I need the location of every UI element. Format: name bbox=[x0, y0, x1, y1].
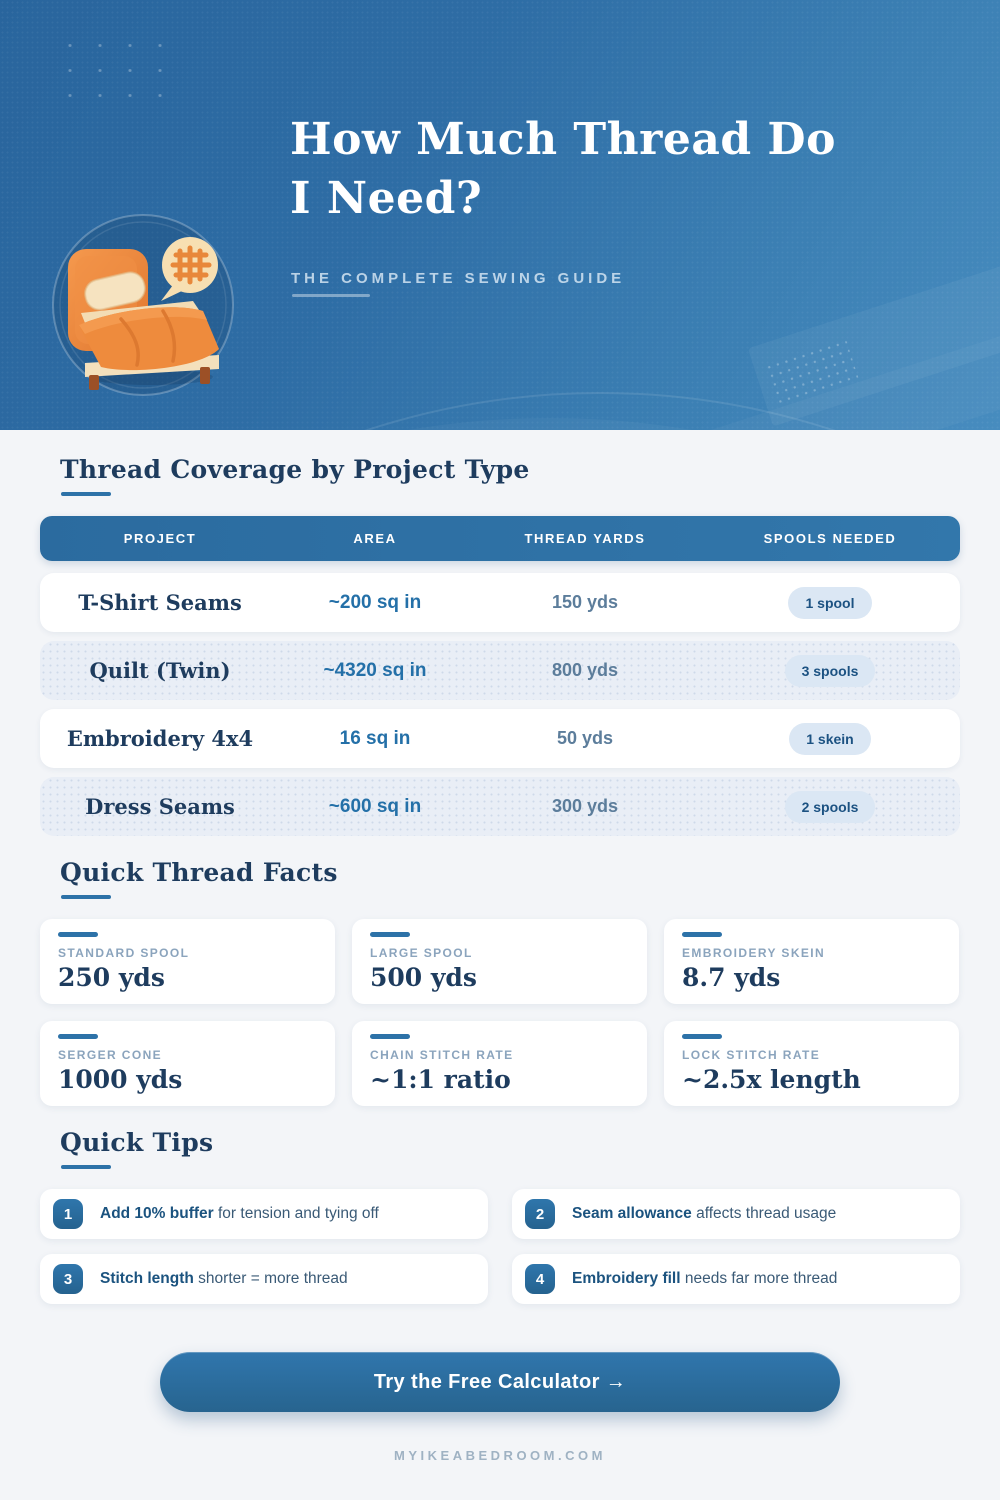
project-cell: Embroidery 4x4 bbox=[66, 726, 254, 751]
fact-accent-bar bbox=[58, 1034, 98, 1039]
fact-label: LARGE SPOOL bbox=[370, 946, 473, 960]
yards-cell: 50 yds bbox=[556, 728, 614, 748]
page-title-line2: I Need? bbox=[290, 173, 483, 224]
area-cell: 16 sq in bbox=[339, 727, 411, 749]
column-header-thread-yards: THREAD YARDS bbox=[524, 531, 646, 546]
tip-card: 3 Stitch length shorter = more thread bbox=[40, 1254, 488, 1304]
fact-card: LOCK STITCH RATE ~2.5x length bbox=[664, 1021, 959, 1106]
facts-section-head: Quick Thread Facts bbox=[60, 858, 338, 899]
fact-value: 250 yds bbox=[58, 963, 165, 992]
tip-keyword: Embroidery fill bbox=[572, 1270, 681, 1287]
fact-card: LARGE SPOOL 500 yds bbox=[352, 919, 647, 1004]
fact-label: EMBROIDERY SKEIN bbox=[682, 946, 826, 960]
fact-value: ~2.5x length bbox=[682, 1065, 861, 1094]
coverage-section-head: Thread Coverage by Project Type bbox=[60, 455, 530, 496]
tip-number-badge: 1 bbox=[53, 1199, 83, 1229]
project-cell: Quilt (Twin) bbox=[89, 658, 231, 683]
yards-cell: 300 yds bbox=[551, 796, 619, 816]
tip-keyword: Seam allowance bbox=[572, 1205, 692, 1222]
tips-section-head: Quick Tips bbox=[60, 1128, 213, 1169]
area-cell: ~4320 sq in bbox=[323, 659, 427, 681]
facts-grid: STANDARD SPOOL 250 yds LARGE SPOOL 500 y… bbox=[40, 919, 960, 1106]
fact-value: 8.7 yds bbox=[682, 963, 781, 992]
spools-badge: 1 spool bbox=[788, 586, 872, 619]
tip-card: 4 Embroidery fill needs far more thread bbox=[512, 1254, 960, 1304]
thread-weave-icon bbox=[170, 245, 212, 285]
title-underline bbox=[61, 1165, 111, 1169]
table-header-row: PROJECT AREA THREAD YARDS SPOOLS NEEDED bbox=[40, 516, 960, 561]
section-title-coverage: Thread Coverage by Project Type bbox=[60, 455, 530, 484]
fact-accent-bar bbox=[370, 932, 410, 937]
column-header-area: AREA bbox=[353, 531, 397, 546]
page-subtitle: THE COMPLETE SEWING GUIDE bbox=[291, 270, 626, 287]
fact-accent-bar bbox=[370, 1034, 410, 1039]
fact-value: 500 yds bbox=[370, 963, 477, 992]
column-header-spools-needed: SPOOLS NEEDED bbox=[763, 531, 897, 546]
bed-thread-icon bbox=[52, 214, 234, 396]
area-cell: ~200 sq in bbox=[328, 591, 422, 613]
hero-header: How Much Thread Do I Need? THE COMPLETE … bbox=[0, 0, 1000, 430]
tip-keyword: Stitch length bbox=[100, 1270, 194, 1287]
fact-label: SERGER CONE bbox=[58, 1048, 163, 1062]
yards-cell: 800 yds bbox=[551, 660, 619, 680]
tip-number-badge: 2 bbox=[525, 1199, 555, 1229]
table-row: Embroidery 4x4 16 sq in 50 yds 1 skein bbox=[40, 709, 960, 768]
fact-value: 1000 yds bbox=[58, 1065, 183, 1094]
table-row: Quilt (Twin) ~4320 sq in 800 yds 3 spool… bbox=[40, 641, 960, 700]
fact-label: LOCK STITCH RATE bbox=[682, 1048, 821, 1062]
tip-rest: needs far more thread bbox=[680, 1270, 838, 1287]
project-cell: T-Shirt Seams bbox=[78, 590, 242, 615]
section-title-tips: Quick Tips bbox=[60, 1128, 214, 1157]
tip-text: Embroidery fill needs far more thread bbox=[572, 1270, 837, 1288]
page-title: How Much Thread Do I Need? bbox=[290, 110, 950, 228]
spools-cell: 2 spools bbox=[700, 790, 960, 823]
project-cell: Dress Seams bbox=[85, 794, 235, 819]
tip-card: 1 Add 10% buffer for tension and tying o… bbox=[40, 1189, 488, 1239]
tip-rest: affects thread usage bbox=[691, 1205, 837, 1222]
tip-text: Stitch length shorter = more thread bbox=[100, 1270, 348, 1288]
tip-keyword: Add 10% buffer bbox=[100, 1205, 214, 1222]
table-row: Dress Seams ~600 sq in 300 yds 2 spools bbox=[40, 777, 960, 836]
bed-illustration bbox=[51, 213, 235, 397]
spools-badge: 3 spools bbox=[784, 654, 876, 687]
spools-badge: 2 spools bbox=[784, 790, 876, 823]
title-underline bbox=[61, 492, 111, 496]
fact-card: CHAIN STITCH RATE ~1:1 ratio bbox=[352, 1021, 647, 1106]
tip-card: 2 Seam allowance affects thread usage bbox=[512, 1189, 960, 1239]
fact-value: ~1:1 ratio bbox=[370, 1065, 511, 1094]
fact-label: CHAIN STITCH RATE bbox=[370, 1048, 514, 1062]
fact-accent-bar bbox=[682, 932, 722, 937]
title-underline bbox=[61, 895, 111, 899]
fact-card: SERGER CONE 1000 yds bbox=[40, 1021, 335, 1106]
tip-rest: shorter = more thread bbox=[193, 1270, 348, 1287]
fact-card: STANDARD SPOOL 250 yds bbox=[40, 919, 335, 1004]
spools-cell: 1 skein bbox=[700, 722, 960, 755]
tip-rest: for tension and tying off bbox=[213, 1205, 379, 1222]
spools-cell: 1 spool bbox=[700, 586, 960, 619]
tip-number-badge: 3 bbox=[53, 1264, 83, 1294]
section-title-facts: Quick Thread Facts bbox=[60, 858, 338, 887]
tip-text: Add 10% buffer for tension and tying off bbox=[100, 1205, 379, 1223]
table-row: T-Shirt Seams ~200 sq in 150 yds 1 spool bbox=[40, 573, 960, 632]
fact-accent-bar bbox=[58, 932, 98, 937]
spools-badge: 1 skein bbox=[789, 722, 871, 755]
footer-domain: MYIKEABEDROOM.COM bbox=[394, 1448, 606, 1463]
page-title-line1: How Much Thread Do bbox=[290, 114, 836, 165]
fact-accent-bar bbox=[682, 1034, 722, 1039]
subtitle-underline bbox=[292, 294, 370, 297]
tip-number-badge: 4 bbox=[525, 1264, 555, 1294]
column-header-project: PROJECT bbox=[123, 531, 197, 546]
table-body: T-Shirt Seams ~200 sq in 150 yds 1 spool… bbox=[40, 573, 960, 845]
tip-text: Seam allowance affects thread usage bbox=[572, 1205, 836, 1223]
yards-cell: 150 yds bbox=[551, 592, 619, 612]
free-calculator-button[interactable]: Try the Free Calculator → bbox=[160, 1352, 840, 1412]
tips-grid: 1 Add 10% buffer for tension and tying o… bbox=[40, 1189, 960, 1304]
dot-grid-decoration bbox=[55, 33, 167, 99]
spools-cell: 3 spools bbox=[700, 654, 960, 687]
fact-card: EMBROIDERY SKEIN 8.7 yds bbox=[664, 919, 959, 1004]
fact-label: STANDARD SPOOL bbox=[58, 946, 190, 960]
area-cell: ~600 sq in bbox=[328, 795, 422, 817]
